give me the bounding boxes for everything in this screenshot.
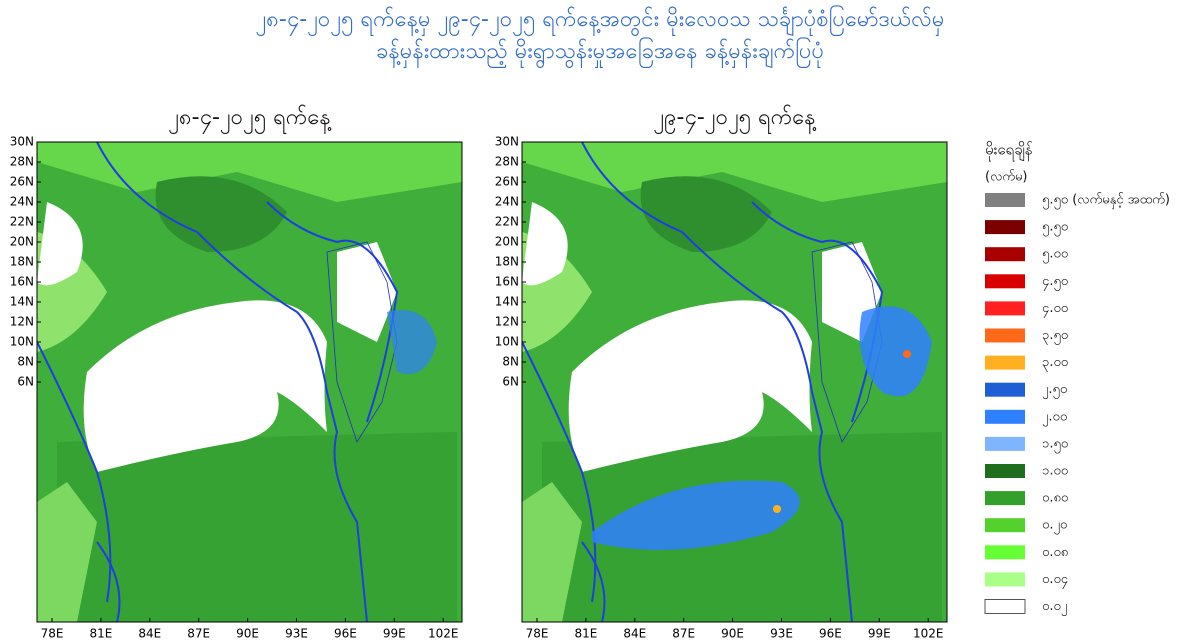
lat-label: 30N — [495, 135, 519, 149]
legend-label: ၀.၀၈ — [1042, 545, 1068, 560]
legend-label: ၅.၅၀ — [1042, 220, 1068, 237]
lon-label: 87E — [187, 627, 210, 641]
legend-swatch — [985, 436, 1025, 451]
lat-label: 28N — [495, 155, 519, 169]
lon-label: 102E — [913, 627, 944, 641]
lon-label: 81E — [574, 627, 597, 641]
lat-label: 26N — [495, 175, 519, 189]
lat-label: 16N — [495, 275, 519, 289]
legend-unit: (လက်မ) — [985, 169, 1027, 185]
lon-label: 90E — [236, 627, 259, 641]
map-title: ၂၈-၄-၂၀၂၅ ရက်နေ့ — [168, 104, 332, 134]
lon-label: 99E — [383, 627, 406, 641]
legend-label: ၀.၀၂ — [1042, 599, 1067, 616]
lat-label: 12N — [495, 315, 519, 329]
map — [37, 142, 462, 622]
rain-heavy — [592, 480, 800, 550]
title-line2: ခန့်မှန်းထားသည့် မိုးရွာသွန်းမှုအခြေအနေ … — [376, 37, 824, 69]
legend-swatch — [985, 220, 1025, 235]
lat-label: 14N — [10, 295, 34, 309]
lat-label: 24N — [10, 195, 34, 209]
lon-label: 81E — [89, 627, 112, 641]
lon-label: 87E — [672, 627, 695, 641]
lon-label: 102E — [428, 627, 459, 641]
lat-label: 8N — [502, 355, 519, 369]
legend-swatch — [985, 491, 1025, 506]
lon-label: 93E — [770, 627, 793, 641]
rain-peak — [773, 505, 781, 513]
lat-label: 22N — [10, 215, 34, 229]
lon-label: 90E — [721, 627, 744, 641]
lat-label: 26N — [10, 175, 34, 189]
lat-label: 16N — [10, 275, 34, 289]
title-line1: ၂၈-၄-၂၀၂၅ ရက်နေ့မှ ၂၉-၄-၂၀၂၅ ရက်နေ့အတွင်… — [256, 5, 945, 37]
lat-label: 20N — [10, 235, 34, 249]
lon-label: 78E — [41, 627, 64, 641]
lat-label: 22N — [495, 215, 519, 229]
rain-heavy — [859, 306, 932, 397]
legend-label: ၅.၀၀ — [1042, 247, 1068, 264]
legend-label: ၂.၀၀ — [1042, 409, 1067, 426]
legend-swatch — [985, 572, 1025, 587]
legend-swatch — [985, 247, 1025, 262]
lat-label: 30N — [10, 135, 34, 149]
lat-label: 14N — [495, 295, 519, 309]
legend-swatch — [985, 464, 1025, 478]
legend-swatch — [985, 545, 1025, 560]
legend-swatch — [985, 409, 1025, 424]
legend-label: ၁.၀၀ — [1042, 464, 1068, 479]
legend-swatch — [984, 599, 1026, 614]
map — [522, 142, 947, 622]
legend-swatch — [985, 328, 1025, 343]
basemap — [37, 142, 462, 622]
legend-label: ၁.၅၀ — [1042, 436, 1068, 453]
lat-label: 6N — [502, 375, 519, 389]
legend-swatch — [985, 274, 1025, 289]
lon-label: 96E — [334, 627, 357, 641]
lon-label: 84E — [623, 627, 646, 641]
lat-label: 10N — [10, 335, 34, 349]
lat-label: 20N — [495, 235, 519, 249]
legend-label: ၂.၅၀ — [1042, 382, 1067, 399]
lon-label: 78E — [526, 627, 549, 641]
lon-label: 99E — [868, 627, 891, 641]
legend-swatch — [985, 193, 1025, 207]
map-title: ၂၉-၄-၂၀၂၅ ရက်နေ့ — [653, 104, 817, 134]
legend-swatch — [985, 301, 1025, 316]
legend-swatch — [985, 518, 1025, 533]
legend-label: ၃.၀၀ — [1042, 355, 1068, 372]
lon-label: 84E — [138, 627, 161, 641]
lon-label: 96E — [819, 627, 842, 641]
rain-moderate — [387, 310, 437, 374]
lat-label: 10N — [495, 335, 519, 349]
legend-label: ၅.၅၀ (လက်မနှင့် အထက်) — [1042, 192, 1170, 210]
legend-swatch — [985, 355, 1025, 370]
legend-swatch — [985, 382, 1025, 397]
legend-label: ၄.၅၀ — [1042, 274, 1068, 291]
legend-label: ၃.၅၀ — [1042, 328, 1068, 345]
lat-label: 24N — [495, 195, 519, 209]
lat-label: 8N — [17, 355, 34, 369]
lat-label: 18N — [495, 255, 519, 269]
legend-label: ၀.၂၀ — [1042, 518, 1067, 535]
legend-label: ၀.၀၄ — [1042, 572, 1069, 589]
legend-title: မိုးရေချိန် — [985, 141, 1033, 162]
lat-label: 28N — [10, 155, 34, 169]
lat-label: 12N — [10, 315, 34, 329]
lat-label: 6N — [17, 375, 34, 389]
rain-peak — [903, 350, 911, 358]
legend-label: ၀.၈၀ — [1042, 491, 1068, 506]
legend-label: ၄.၀၀ — [1042, 301, 1068, 318]
lat-label: 18N — [10, 255, 34, 269]
lon-label: 93E — [285, 627, 308, 641]
